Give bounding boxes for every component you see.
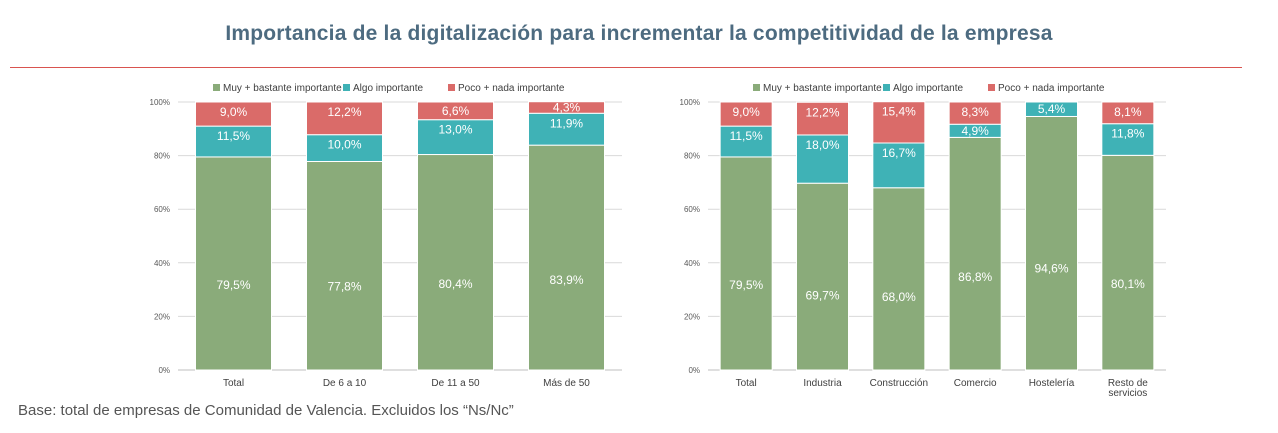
x-tick-label: Resto de [1108, 378, 1148, 389]
bar-segment [1101, 101, 1155, 125]
y-tick-label: 20% [684, 312, 700, 321]
bar-segment [796, 182, 849, 371]
x-tick-label: De 11 a 50 [431, 378, 480, 389]
x-tick-label: De 6 a 10 [323, 378, 367, 389]
bar-segment [1101, 123, 1155, 156]
x-tick-label: Más de 50 [543, 378, 590, 389]
legend-label: Muy + bastante importante [763, 83, 882, 94]
legend-label: Poco + nada importante [998, 83, 1105, 94]
data-label: 69,7% [805, 288, 839, 302]
data-label: 11,5% [217, 129, 250, 143]
legend-label: Muy + bastante importante [223, 83, 342, 94]
bar-segment [948, 101, 1002, 125]
legend-swatch [883, 84, 890, 91]
bar-segment [1025, 101, 1078, 117]
bar-segment [1025, 115, 1078, 371]
data-label: 80,1% [1111, 277, 1145, 291]
data-label: 86,8% [958, 270, 992, 284]
x-tick-label: Industria [803, 378, 842, 389]
bar-segment [796, 101, 849, 136]
legend-label: Poco + nada importante [458, 83, 565, 94]
bar-segment [528, 101, 605, 114]
bar-segment [872, 101, 926, 144]
data-label: 94,6% [1034, 262, 1068, 276]
data-label: 77,8% [327, 280, 361, 294]
y-tick-label: 80% [154, 152, 170, 161]
legend-swatch [753, 84, 760, 91]
y-tick-label: 100% [680, 98, 700, 107]
bar-segment [872, 142, 926, 189]
title-divider [10, 67, 1242, 68]
data-label: 12,2% [327, 105, 361, 119]
y-tick-label: 20% [154, 312, 170, 321]
legend-swatch [988, 84, 995, 91]
x-tick-label: Total [736, 378, 757, 389]
data-label: 13,0% [438, 123, 472, 137]
legend-label: Algo importante [893, 83, 963, 94]
base-footnote: Base: total de empresas de Comunidad de … [18, 402, 514, 419]
data-label: 79,5% [216, 278, 250, 292]
y-tick-label: 60% [684, 205, 700, 214]
y-tick-label: 0% [158, 366, 170, 375]
data-label: 12,2% [805, 105, 839, 119]
data-label: 5,4% [1038, 102, 1066, 116]
data-label: 8,3% [961, 105, 989, 119]
data-label: 9,0% [220, 105, 248, 119]
data-label: 8,1% [1114, 105, 1142, 119]
bar-segment [719, 156, 773, 371]
bar-segment [948, 136, 1002, 371]
legend-label: Algo importante [353, 83, 423, 94]
bar-segment [195, 156, 272, 371]
bar-segment [528, 112, 605, 146]
bar-segment [306, 101, 383, 136]
bar-segment [417, 101, 494, 121]
data-label: 11,5% [730, 129, 763, 143]
data-label: 10,0% [327, 138, 361, 152]
data-label: 6,6% [442, 104, 470, 118]
x-tick-label: Total [223, 378, 244, 389]
bar-segment [417, 154, 494, 371]
bar-segment [719, 101, 773, 127]
data-label: 15,4% [882, 105, 916, 119]
x-tick-label: Construcción [870, 378, 928, 389]
y-tick-label: 100% [150, 98, 170, 107]
page-title: Importancia de la digitalización para in… [225, 22, 1053, 45]
bar-segment [1101, 154, 1155, 371]
y-tick-label: 80% [684, 152, 700, 161]
y-tick-label: 40% [684, 259, 700, 268]
data-label: 11,9% [550, 116, 583, 130]
legend-swatch [448, 84, 455, 91]
bar-segment [528, 144, 605, 371]
data-label: 18,0% [805, 138, 839, 152]
x-tick-label: servicios [1108, 388, 1147, 399]
data-label: 68,0% [882, 290, 916, 304]
y-tick-label: 60% [154, 205, 170, 214]
x-tick-label: Comercio [954, 378, 997, 389]
bar-segment [796, 134, 849, 184]
bar-segment [872, 187, 926, 371]
data-label: 80,4% [438, 277, 472, 291]
data-label: 83,9% [549, 273, 583, 287]
legend-swatch [213, 84, 220, 91]
data-label: 9,0% [732, 105, 760, 119]
data-label: 4,9% [961, 124, 989, 138]
data-label: 11,8% [1111, 127, 1144, 141]
bar-segment [306, 160, 383, 371]
data-label: 16,7% [882, 146, 916, 160]
y-tick-label: 40% [154, 259, 170, 268]
data-label: 4,3% [553, 100, 581, 114]
data-label: 79,5% [729, 278, 763, 292]
bar-segment [195, 101, 272, 127]
legend-swatch [343, 84, 350, 91]
x-tick-label: Hostelería [1029, 378, 1075, 389]
y-tick-label: 0% [688, 366, 700, 375]
